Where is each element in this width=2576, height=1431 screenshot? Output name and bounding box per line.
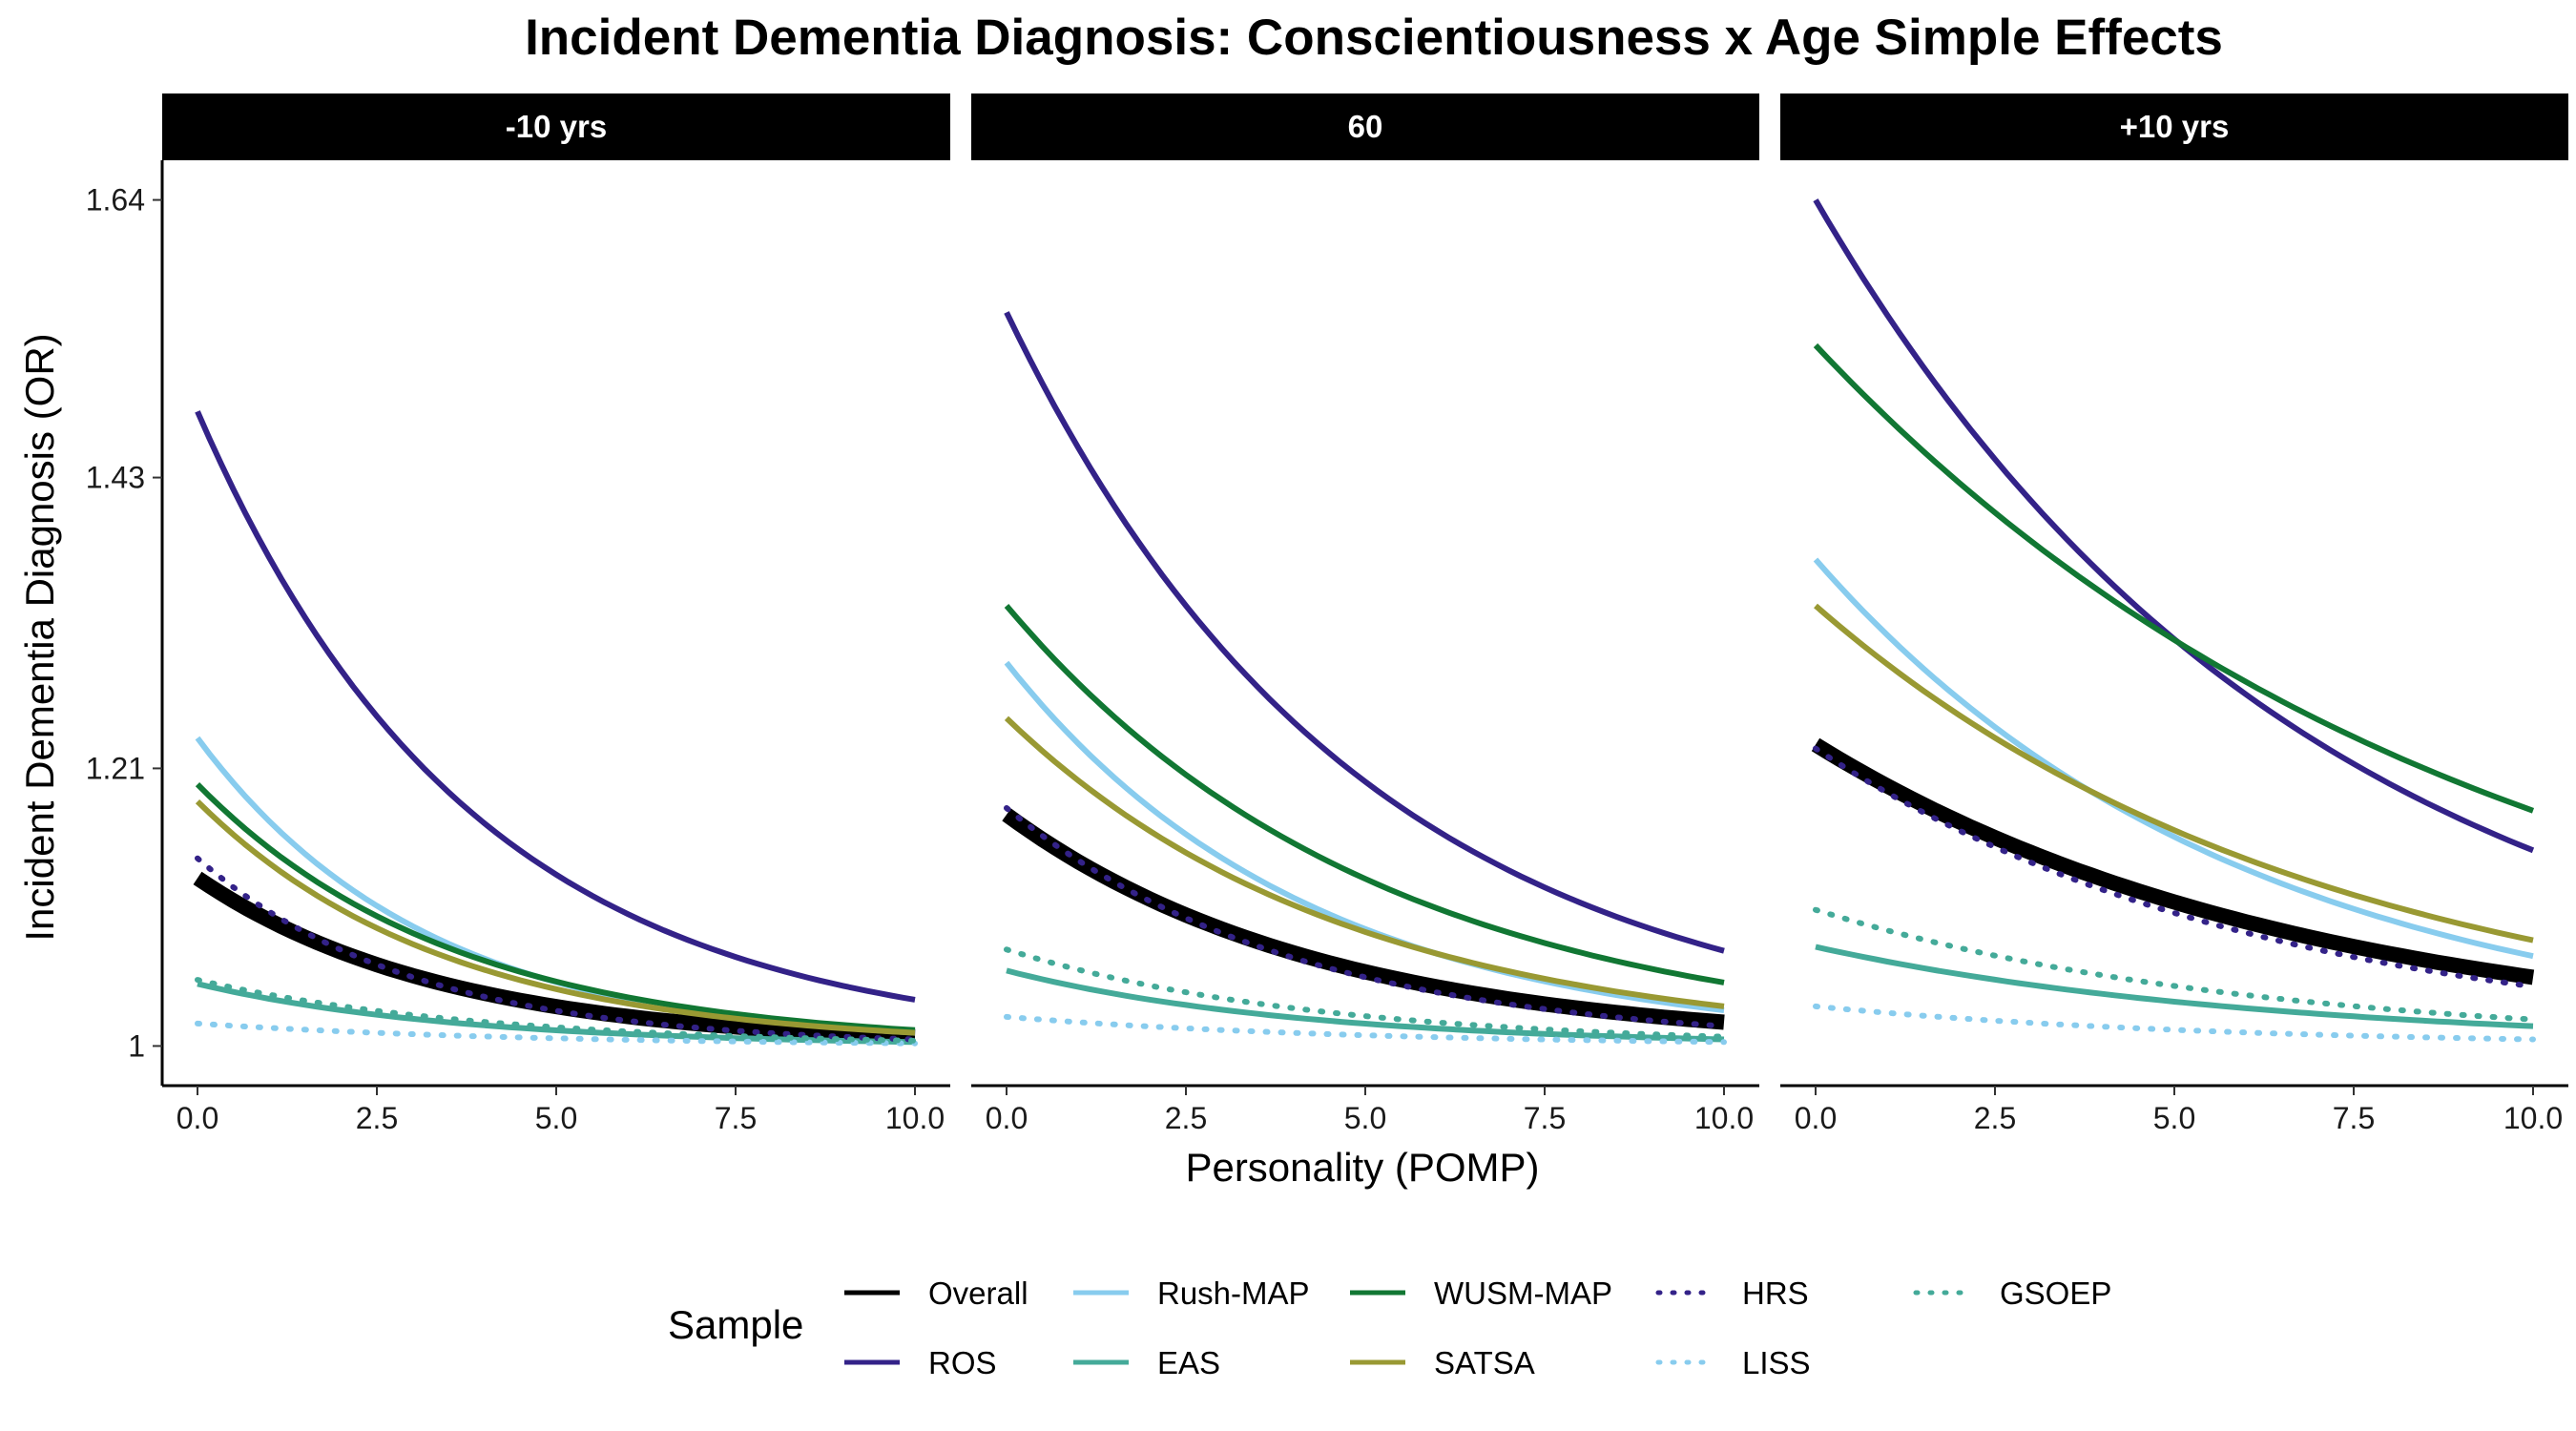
legend-item-overall: Overall bbox=[844, 1275, 1028, 1311]
x-tick-label: 7.5 bbox=[1524, 1101, 1566, 1135]
x-tick-label: 5.0 bbox=[535, 1101, 577, 1135]
x-tick-label: 7.5 bbox=[2333, 1101, 2375, 1135]
series-lines bbox=[1811, 198, 2536, 1043]
series-lines bbox=[193, 410, 918, 1047]
legend-label: Overall bbox=[928, 1275, 1028, 1311]
series-line-eas bbox=[1815, 944, 2534, 1029]
series-line-hrs bbox=[1813, 745, 2536, 990]
x-tick-label: 2.5 bbox=[1974, 1101, 2016, 1135]
legend-item-eas: EAS bbox=[1073, 1345, 1220, 1380]
series-line-gsoep bbox=[1004, 946, 1727, 1040]
series-line-ros bbox=[1813, 198, 2535, 854]
series-line-eas bbox=[1006, 967, 1725, 1043]
legend-label: LISS bbox=[1742, 1345, 1811, 1380]
legend-item-wusm-map: WUSM-MAP bbox=[1350, 1275, 1612, 1311]
panels: -10 yrs 1 1.21 1.43 1.64 0.0 2.5 5.0 7.5 10.0 60 0.… bbox=[86, 93, 2568, 1135]
y-tick-label: 1.64 bbox=[86, 183, 145, 218]
series-line-satsa bbox=[1814, 603, 2534, 944]
x-tick-label: 5.0 bbox=[2153, 1101, 2195, 1135]
series-lines bbox=[1002, 311, 1727, 1046]
series-line-satsa bbox=[195, 798, 916, 1036]
x-tick-label: 0.0 bbox=[177, 1101, 218, 1135]
legend-items: Overall ROS Rush-MAP EAS WUSM-MAP SATSA HRS LIS… bbox=[844, 1275, 2111, 1380]
x-tick-label: 2.5 bbox=[356, 1101, 398, 1135]
legend-label: WUSM-MAP bbox=[1434, 1275, 1612, 1311]
series-line-wusm-map bbox=[195, 781, 916, 1033]
series-line-wusm-map bbox=[1004, 604, 1725, 985]
series-line-hrs bbox=[195, 855, 918, 1043]
panel-2: 60 0.0 2.5 5.0 7.5 10.0 bbox=[971, 93, 1759, 1135]
legend-item-ros: ROS bbox=[844, 1345, 997, 1380]
legend-label: ROS bbox=[928, 1345, 997, 1380]
x-tick-label: 10.0 bbox=[885, 1101, 945, 1135]
legend-item-hrs: HRS bbox=[1655, 1275, 1809, 1311]
facet-strip bbox=[162, 93, 950, 160]
facet-strip-label: -10 yrs bbox=[506, 109, 607, 144]
x-tick-label: 10.0 bbox=[2503, 1101, 2563, 1135]
legend-item-rush-map: Rush-MAP bbox=[1073, 1275, 1310, 1311]
legend-label: HRS bbox=[1742, 1275, 1809, 1311]
y-tick-label: 1.21 bbox=[86, 751, 145, 785]
facet-strip bbox=[1780, 93, 2568, 160]
series-line-wusm-map bbox=[1813, 342, 2535, 814]
x-tick-label: 10.0 bbox=[1694, 1101, 1754, 1135]
series-line-overall bbox=[193, 871, 916, 1045]
legend-item-gsoep: GSOEP bbox=[1913, 1275, 2111, 1311]
series-line-overall bbox=[1811, 737, 2535, 985]
y-tick-label: 1 bbox=[128, 1028, 145, 1063]
series-line-hrs bbox=[1004, 805, 1727, 1029]
x-tick-label: 0.0 bbox=[1795, 1101, 1837, 1135]
series-line-overall bbox=[1002, 808, 1725, 1030]
legend: Sample Overall ROS Rush-MAP EAS WUSM-MAP SATS… bbox=[668, 1275, 2111, 1380]
x-tick-label: 2.5 bbox=[1165, 1101, 1207, 1135]
legend-label: SATSA bbox=[1434, 1345, 1535, 1380]
legend-label: GSOEP bbox=[2000, 1275, 2111, 1311]
x-axis-title: Personality (POMP) bbox=[1185, 1145, 1539, 1190]
series-line-rush-map bbox=[1813, 557, 2534, 960]
y-tick-label: 1.43 bbox=[86, 461, 145, 495]
series-line-ros bbox=[1004, 311, 1725, 954]
series-line-gsoep bbox=[1813, 906, 2536, 1023]
facet-strip-label: +10 yrs bbox=[2120, 109, 2230, 144]
y-axis-title: Incident Dementia Diagnosis (OR) bbox=[17, 333, 62, 941]
legend-label: Rush-MAP bbox=[1157, 1275, 1310, 1311]
panel-3: +10 yrs 0.0 2.5 5.0 7.5 10.0 bbox=[1780, 93, 2568, 1135]
facet-strip-label: 60 bbox=[1348, 109, 1383, 144]
x-tick-label: 5.0 bbox=[1344, 1101, 1386, 1135]
series-line-gsoep bbox=[195, 977, 918, 1044]
legend-title: Sample bbox=[668, 1302, 803, 1347]
series-line-liss bbox=[1813, 1003, 2536, 1043]
legend-item-satsa: SATSA bbox=[1350, 1345, 1535, 1380]
series-line-liss bbox=[195, 1020, 918, 1047]
series-line-liss bbox=[1004, 1013, 1727, 1046]
legend-item-liss: LISS bbox=[1655, 1345, 1811, 1380]
x-tick-label: 7.5 bbox=[715, 1101, 757, 1135]
legend-label: EAS bbox=[1157, 1345, 1220, 1380]
series-line-satsa bbox=[1004, 716, 1725, 1009]
x-tick-label: 0.0 bbox=[986, 1101, 1028, 1135]
chart-title: Incident Dementia Diagnosis: Conscientio… bbox=[525, 10, 2223, 66]
facet-strip bbox=[971, 93, 1759, 160]
series-line-ros bbox=[195, 410, 916, 1003]
panel-1: -10 yrs 1 1.21 1.43 1.64 0.0 2.5 5.0 7.5 10.0 bbox=[86, 93, 950, 1135]
